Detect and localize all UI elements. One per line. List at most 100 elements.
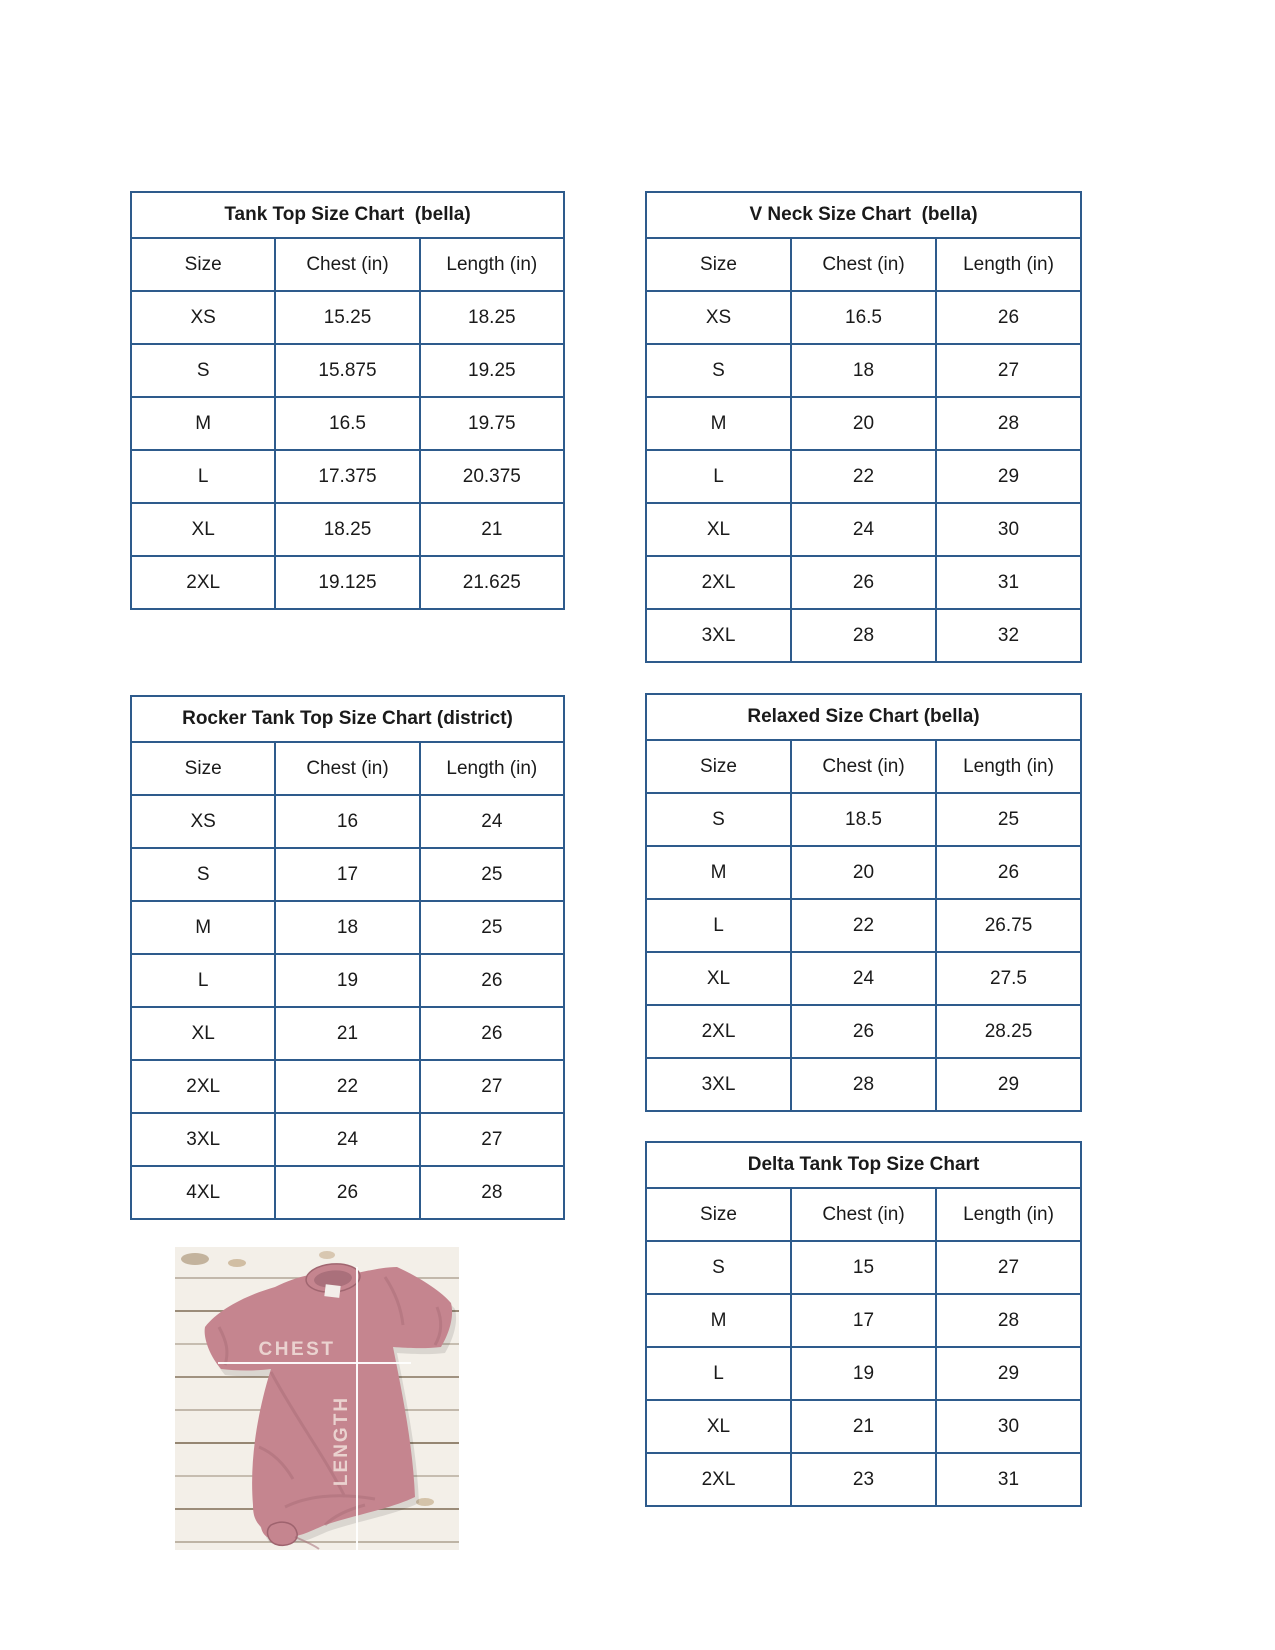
table-cell: 2XL xyxy=(645,555,792,610)
table-row: L 22 26.75 xyxy=(645,898,1082,953)
table-cell: 25 xyxy=(418,900,566,955)
table-header-row: Size Chest (in) Length (in) xyxy=(645,1187,1082,1242)
col-header-size: Size xyxy=(129,237,277,292)
table-row: 4XL 26 28 xyxy=(129,1165,566,1220)
col-header-size: Size xyxy=(129,741,277,796)
neck-tag xyxy=(324,1284,341,1298)
table-title: Rocker Tank Top Size Chart (district) xyxy=(130,695,565,743)
col-header-length: Length (in) xyxy=(935,237,1082,292)
table-cell: 4XL xyxy=(129,1165,277,1220)
table-cell: 2XL xyxy=(645,1452,792,1507)
table-cell: 27.5 xyxy=(935,951,1082,1006)
table-cell: 25 xyxy=(935,792,1082,847)
table-cell: 15.25 xyxy=(274,290,421,345)
table-cell: 30 xyxy=(935,1399,1082,1454)
table-row: L 22 29 xyxy=(645,449,1082,504)
table-cell: XL xyxy=(645,951,792,1006)
table-cell: L xyxy=(129,953,277,1008)
table-cell: XS xyxy=(129,794,277,849)
table-cell: 20 xyxy=(790,845,937,900)
table-cell: XS xyxy=(645,290,792,345)
table-cell: 30 xyxy=(935,502,1082,557)
table-cell: 24 xyxy=(418,794,566,849)
table-row: S 18.5 25 xyxy=(645,792,1082,847)
table-cell: 28 xyxy=(790,1057,937,1112)
table-cell: 22 xyxy=(790,449,937,504)
table-cell: 29 xyxy=(935,1346,1082,1401)
relaxed-size-chart: Relaxed Size Chart (bella) Size Chest (i… xyxy=(645,693,1082,1112)
table-title-row: V Neck Size Chart (bella) xyxy=(645,191,1082,239)
table-row: 2XL 19.125 21.625 xyxy=(129,555,566,610)
table-cell: XS xyxy=(129,290,277,345)
table-header-row: Size Chest (in) Length (in) xyxy=(129,741,566,796)
fabric-folds xyxy=(217,1276,443,1527)
table-cell: 26 xyxy=(790,1004,937,1059)
table-cell: S xyxy=(645,792,792,847)
table-cell: 31 xyxy=(935,555,1082,610)
table-row: L 17.375 20.375 xyxy=(129,449,566,504)
col-header-length: Length (in) xyxy=(418,741,566,796)
table-row: M 18 25 xyxy=(129,900,566,955)
table-cell: XL xyxy=(645,1399,792,1454)
table-title-row: Rocker Tank Top Size Chart (district) xyxy=(130,695,565,743)
table-cell: 2XL xyxy=(129,1059,277,1114)
table-cell: XL xyxy=(129,1006,277,1061)
tank-top-size-chart: Tank Top Size Chart (bella) Size Chest (… xyxy=(129,191,566,610)
table-cell: 17 xyxy=(274,847,421,902)
table-cell: M xyxy=(645,396,792,451)
table-row: 2XL 23 31 xyxy=(645,1452,1082,1507)
table-cell: 19 xyxy=(790,1346,937,1401)
table-cell: XL xyxy=(645,502,792,557)
table-cell: 22 xyxy=(274,1059,421,1114)
table-row: XL 24 30 xyxy=(645,502,1082,557)
rocker-tank-top-size-chart: Rocker Tank Top Size Chart (district) Si… xyxy=(129,695,566,1220)
table-cell: 26 xyxy=(418,953,566,1008)
table-row: S 18 27 xyxy=(645,343,1082,398)
table-cell: 20 xyxy=(790,396,937,451)
table-cell: 21 xyxy=(274,1006,421,1061)
col-header-chest: Chest (in) xyxy=(790,1187,937,1242)
table-cell: 19.75 xyxy=(418,396,566,451)
table-cell: 26 xyxy=(418,1006,566,1061)
table-cell: M xyxy=(129,396,277,451)
table-header-row: Size Chest (in) Length (in) xyxy=(645,739,1082,794)
table-row: XS 16 24 xyxy=(129,794,566,849)
col-header-chest: Chest (in) xyxy=(274,741,421,796)
shirt-photo-graphic: CHEST LENGTH xyxy=(175,1247,459,1550)
table-cell: 28.25 xyxy=(935,1004,1082,1059)
table-cell: 25 xyxy=(418,847,566,902)
table-cell: 26.75 xyxy=(935,898,1082,953)
table-title-row: Relaxed Size Chart (bella) xyxy=(645,693,1082,741)
table-title: Relaxed Size Chart (bella) xyxy=(645,693,1082,741)
table-cell: 28 xyxy=(935,1293,1082,1348)
table-row: 3XL 28 32 xyxy=(645,608,1082,663)
table-row: XL 21 30 xyxy=(645,1399,1082,1454)
table-cell: 2XL xyxy=(129,555,277,610)
col-header-size: Size xyxy=(645,739,792,794)
table-cell: 31 xyxy=(935,1452,1082,1507)
table-title-row: Delta Tank Top Size Chart xyxy=(645,1141,1082,1189)
table-cell: 26 xyxy=(790,555,937,610)
hem-knot xyxy=(266,1521,320,1550)
table-row: XS 15.25 18.25 xyxy=(129,290,566,345)
table-cell: 26 xyxy=(935,845,1082,900)
table-row: 3XL 28 29 xyxy=(645,1057,1082,1112)
chest-label: CHEST xyxy=(259,1339,336,1360)
table-row: S 15 27 xyxy=(645,1240,1082,1295)
table-cell: 21 xyxy=(790,1399,937,1454)
table-cell: 16 xyxy=(274,794,421,849)
table-row: S 15.875 19.25 xyxy=(129,343,566,398)
table-cell: 16.5 xyxy=(274,396,421,451)
length-label: LENGTH xyxy=(331,1396,352,1486)
table-row: XL 18.25 21 xyxy=(129,502,566,557)
table-row: M 17 28 xyxy=(645,1293,1082,1348)
col-header-size: Size xyxy=(645,1187,792,1242)
table-title: V Neck Size Chart (bella) xyxy=(645,191,1082,239)
table-row: L 19 26 xyxy=(129,953,566,1008)
col-header-chest: Chest (in) xyxy=(790,739,937,794)
table-row: XL 21 26 xyxy=(129,1006,566,1061)
table-cell: 21 xyxy=(418,502,566,557)
table-row: 3XL 24 27 xyxy=(129,1112,566,1167)
table-title-row: Tank Top Size Chart (bella) xyxy=(130,191,565,239)
table-cell: 3XL xyxy=(129,1112,277,1167)
